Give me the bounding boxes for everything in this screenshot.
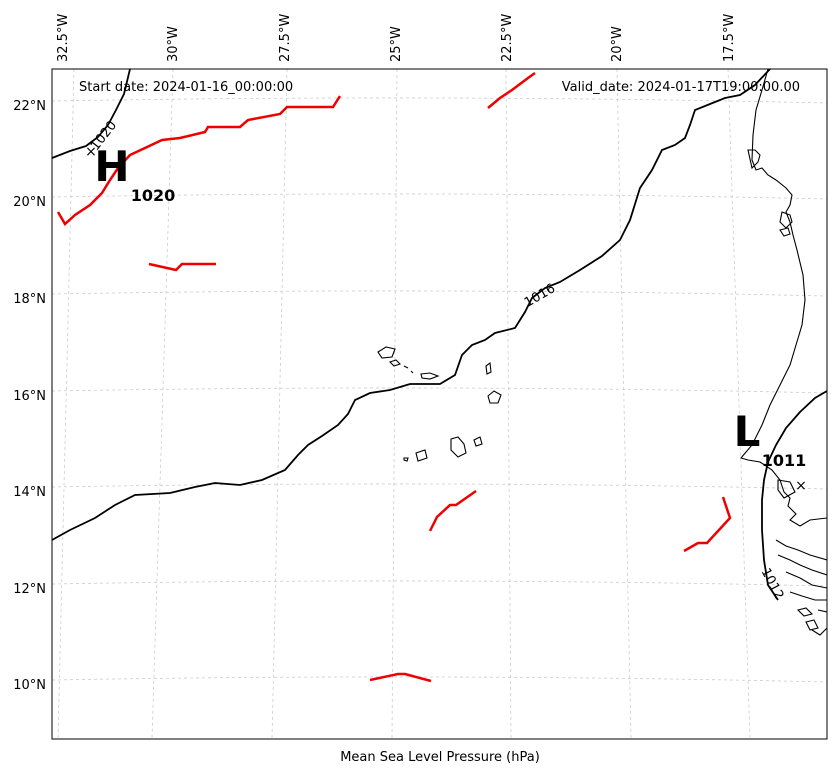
fronts [56,71,732,683]
low-pressure-value: 1011 [762,451,807,470]
high-pressure-value: 1020 [131,186,176,205]
high-pressure-letter: H [94,142,129,191]
low-pressure-letter: L [734,407,761,456]
lat-tick: 10°N [13,678,46,693]
lat-tick: 16°N [13,389,46,404]
valid-date-label: Valid_date: 2024-01-17T19:00:00.00 [562,80,800,95]
lon-tick: 32.5°W [56,14,71,62]
lat-tick: 22°N [13,99,46,114]
lon-tick: 22.5°W [500,14,515,62]
high-pressure-center: × H 1020 [85,142,175,205]
map-caption: Mean Sea Level Pressure (hPa) [340,750,540,765]
lat-tick: 18°N [13,292,46,307]
lat-tick: 20°N [13,195,46,210]
map-area [52,69,827,739]
lat-tick-labels: 22°N 20°N 18°N 16°N 14°N 12°N 10°N [13,99,46,693]
lon-gridlines [57,69,751,739]
low-pressure-marker-icon: × [795,478,807,494]
lon-tick: 17.5°W [722,14,737,62]
coastline [740,69,827,636]
lon-tick: 25°W [389,26,404,62]
lat-tick: 12°N [13,582,46,597]
isobar-1016 [52,69,771,541]
islands [377,346,502,462]
lon-tick: 27.5°W [278,14,293,62]
low-pressure-center: × L 1011 [734,407,807,494]
high-pressure-marker-icon: × [85,144,97,160]
lon-tick-labels: 32.5°W 30°W 27.5°W 25°W 22.5°W 20°W 17.5… [56,14,737,62]
lat-tick: 14°N [13,485,46,500]
start-date-label: Start date: 2024-01-16_00:00:00 [79,80,293,95]
isobar-1012 [761,390,827,601]
isobars [52,69,827,601]
lon-tick: 20°W [610,26,625,62]
isobar-1020 [52,69,131,159]
lon-tick: 30°W [166,26,181,62]
